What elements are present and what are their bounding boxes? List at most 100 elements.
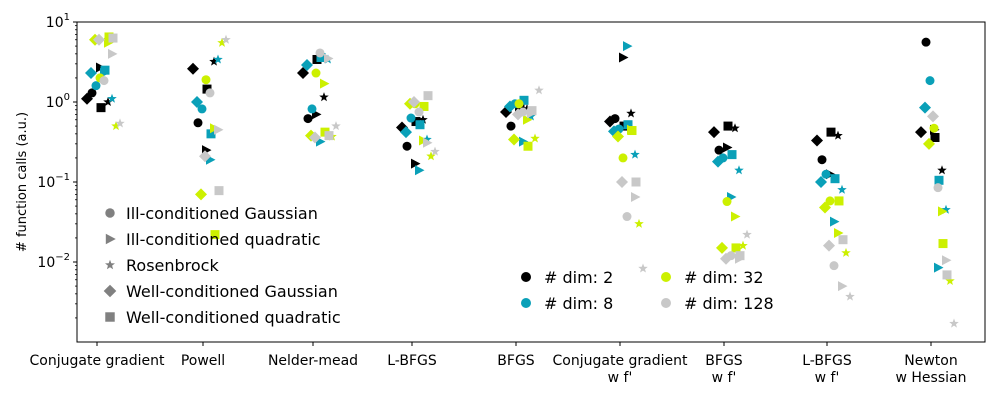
point-triangle-right-dim8	[623, 41, 633, 52]
point-diamond-dim32	[195, 188, 207, 201]
x-category-label: w f'	[712, 370, 737, 386]
point-triangle-right-dim128	[108, 48, 118, 59]
point-diamond-dim32	[923, 137, 935, 150]
point-diamond-dim8	[301, 59, 313, 72]
point-square-dim128	[214, 186, 224, 196]
point-square-dim8	[519, 95, 529, 105]
point-circle-dim8	[91, 81, 101, 91]
point-star-dim32	[426, 151, 436, 161]
legend-label: Ill-conditioned Gaussian	[126, 204, 318, 223]
point-triangle-right-dim32	[938, 206, 948, 217]
point-star-dim128	[331, 121, 341, 131]
point-square-dim2	[723, 121, 733, 131]
point-diamond-dim2	[604, 115, 616, 128]
legend-marker-diamond	[103, 284, 117, 298]
point-square-dim128	[108, 33, 118, 43]
point-diamond-dim128	[408, 96, 420, 108]
legend-dim-label: # dim: 8	[544, 294, 613, 313]
data-points	[81, 32, 959, 328]
point-diamond-dim2	[187, 62, 199, 75]
point-diamond-dim8	[85, 67, 97, 80]
point-star-dim8	[630, 149, 640, 159]
point-circle-dim2	[193, 118, 203, 128]
point-star-dim32	[634, 218, 644, 228]
point-square-dim32	[210, 230, 220, 240]
legend-dim-label: # dim: 2	[544, 268, 613, 287]
legend-marker-star	[105, 259, 115, 270]
legend-label: Rosenbrock	[126, 256, 219, 275]
point-triangle-right-dim8	[830, 216, 840, 227]
y-axis-title: # function calls (a.u.)	[15, 112, 30, 252]
point-triangle-right-dim128	[423, 137, 433, 148]
point-triangle-right-dim8	[934, 262, 944, 273]
point-square-dim8	[316, 52, 326, 62]
point-circle-dim128	[933, 183, 943, 193]
point-square-dim8	[830, 174, 840, 184]
x-category-label: Powell	[181, 353, 225, 369]
point-triangle-right-dim2	[411, 158, 421, 169]
point-diamond-dim128	[93, 33, 105, 46]
legend-dim-label: # dim: 32	[684, 268, 764, 287]
point-star-dim8	[941, 204, 951, 214]
point-star-dim2	[418, 114, 428, 124]
point-star-dim128	[534, 85, 544, 95]
point-square-dim128	[423, 91, 433, 101]
point-star-dim32	[738, 240, 748, 250]
point-diamond-dim128	[199, 150, 211, 163]
legend-label: Well-conditioned quadratic	[126, 308, 341, 327]
point-circle-dim32	[929, 123, 939, 133]
point-diamond-dim8	[400, 126, 412, 139]
point-star-dim32	[841, 247, 851, 257]
point-circle-dim32	[825, 196, 835, 206]
point-circle-dim2	[714, 145, 724, 155]
legend-dim-swatch	[661, 272, 671, 282]
point-square-dim8	[727, 150, 737, 160]
x-axis: Conjugate gradient Powell Nelder-mead L-BFG…	[30, 342, 966, 386]
y-tick-label: 101	[46, 12, 70, 31]
point-square-dim8	[934, 175, 944, 185]
point-diamond-dim8	[504, 100, 516, 113]
point-diamond-dim2	[811, 134, 823, 147]
point-triangle-right-dim32	[834, 228, 844, 239]
point-diamond-dim128	[823, 239, 835, 252]
point-circle-dim128	[205, 88, 215, 98]
point-circle-dim2	[402, 141, 412, 151]
point-square-dim32	[627, 126, 637, 136]
point-star-dim2	[319, 92, 329, 102]
legend-dim-label: # dim: 128	[684, 294, 774, 313]
point-square-dim128	[631, 177, 641, 187]
point-triangle-right-dim32	[320, 78, 330, 89]
point-circle-dim32	[311, 68, 321, 78]
point-square-dim128	[324, 131, 334, 141]
point-diamond-dim32	[716, 241, 728, 254]
legend-marker-triangle-right	[105, 233, 116, 245]
point-diamond-dim8	[712, 155, 724, 168]
point-square-dim32	[938, 239, 948, 249]
point-circle-dim2	[921, 37, 931, 47]
point-star-dim128	[430, 146, 440, 156]
point-diamond-dim32	[508, 133, 520, 146]
point-square-dim32	[419, 101, 429, 111]
point-square-dim128	[735, 251, 745, 261]
point-diamond-dim128	[927, 110, 939, 123]
point-square-dim8	[623, 120, 633, 130]
point-star-dim32	[111, 121, 121, 131]
point-triangle-right-dim128	[324, 53, 334, 64]
point-star-dim2	[103, 97, 113, 107]
point-star-dim8	[107, 93, 117, 103]
point-square-dim32	[731, 243, 741, 253]
x-category-label: w f'	[608, 370, 633, 386]
y-tick-label: 10−2	[37, 252, 70, 271]
point-circle-dim8	[821, 169, 831, 179]
legend-label: Ill-conditioned quadratic	[126, 230, 321, 249]
point-square-dim128	[942, 270, 952, 280]
point-diamond-dim8	[919, 101, 931, 114]
point-square-dim2	[930, 132, 940, 142]
point-square-dim8	[100, 65, 110, 75]
legend-dim-swatch	[521, 298, 531, 308]
point-square-dim8	[206, 129, 216, 139]
point-diamond-dim2	[915, 126, 927, 139]
point-circle-dim2	[506, 121, 516, 131]
